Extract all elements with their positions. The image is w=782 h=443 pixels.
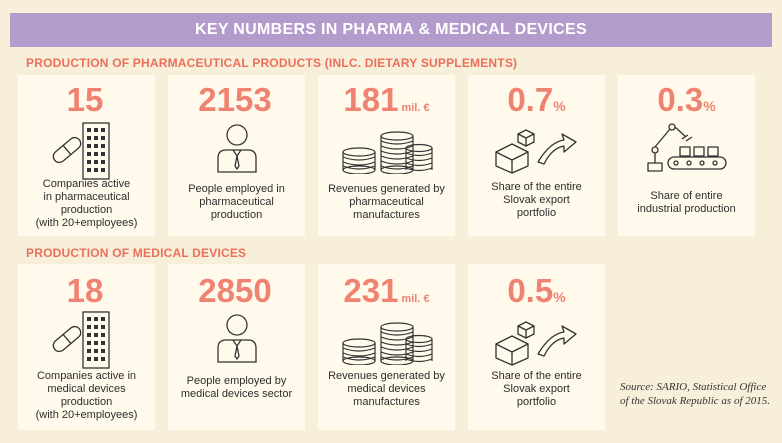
building-pill-icon [18, 120, 155, 182]
stat-label: Revenues generated by medical devices manu… [328, 370, 445, 408]
pharma-card-industrial-share: 0.3% Share of entire industrial productio… [618, 75, 755, 236]
stat-label: Share of entire industrial production [637, 190, 736, 215]
stat-value: 15 [66, 81, 104, 118]
stat-value: 0.5% [507, 272, 566, 309]
person-icon [168, 312, 305, 364]
stat-label: Companies active in medical devices produc… [35, 370, 138, 421]
pharma-card-revenues: 181 mil. € Revenues generated by pharmaceu… [318, 75, 455, 236]
coins-icon [318, 130, 455, 174]
stat-value: 2153 [198, 81, 272, 118]
stat-value: 0.3% [657, 81, 716, 118]
medical-section-heading: PRODUCTION OF MEDICAL DEVICES [26, 246, 247, 260]
stat-label: Share of the entire Slovak export portfoli… [491, 181, 582, 219]
pharma-card-employees: 2153 People employed in pharmaceutical pro… [168, 75, 305, 236]
medical-card-export-share: 0.5% Share of the entire Slovak export por… [468, 264, 605, 430]
medical-card-companies: 18 Companies active in medical devices pro… [18, 264, 155, 430]
stat-value: 231 mil. € [343, 272, 430, 309]
stat-value: 18 [66, 272, 104, 309]
robot-arm-icon [618, 119, 755, 175]
medical-card-revenues: 231 mil. € Revenues generated by medical d… [318, 264, 455, 430]
pharma-section-heading: PRODUCTION OF PHARMACEUTICAL PRODUCTS (I… [26, 56, 518, 70]
stat-value: 181 mil. € [343, 81, 430, 118]
stat-label: People employed by medical devices sector [180, 375, 293, 400]
pharma-card-companies: 15 Companies active in pharmaceutical prod… [18, 75, 155, 236]
stat-label: People employed in pharmaceutical producti… [188, 183, 285, 221]
pharma-card-export-share: 0.7% Share of the entire Slovak export por… [468, 75, 605, 236]
stat-label: Share of the entire Slovak export portfoli… [491, 370, 582, 408]
stat-label: Revenues generated by pharmaceutical manuf… [328, 183, 445, 221]
stat-value: 2850 [198, 272, 272, 309]
page-title-banner: KEY NUMBERS IN PHARMA & MEDICAL DEVICES [10, 13, 772, 47]
stat-value: 0.7% [507, 81, 566, 118]
building-pill-icon [18, 309, 155, 371]
person-icon [168, 122, 305, 174]
stat-label: Companies active in pharmaceutical product… [35, 178, 138, 229]
export-boxes-icon [468, 314, 605, 366]
export-boxes-icon [468, 122, 605, 174]
medical-card-employees: 2850 People employed by medical devices s… [168, 264, 305, 430]
source-note: Source: SARIO, Statistical Office of the… [620, 381, 770, 407]
coins-icon [318, 321, 455, 365]
